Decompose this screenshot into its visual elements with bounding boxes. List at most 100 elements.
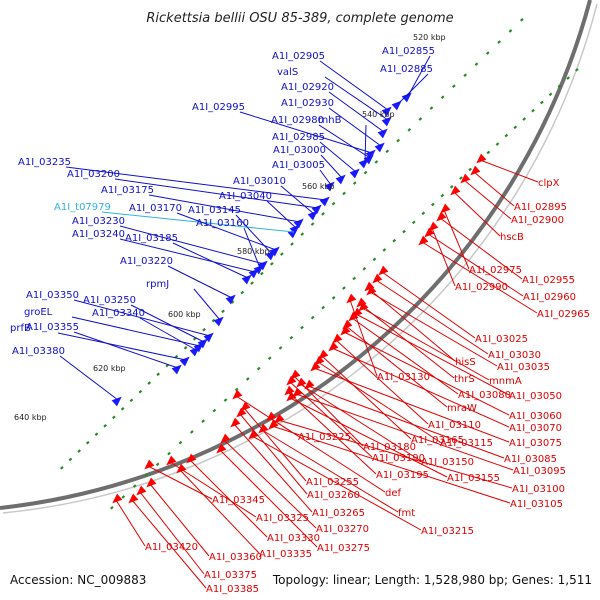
forward-gene-label[interactable]: A1I_02980 <box>271 115 324 126</box>
forward-gene-arrow[interactable] <box>289 222 303 235</box>
reverse-gene-arrow[interactable] <box>354 297 367 311</box>
reverse-gene-label[interactable]: A1I_02900 <box>511 215 564 226</box>
forward-gene-label[interactable]: rnhB <box>318 115 342 126</box>
reverse-gene-arrow[interactable] <box>134 485 147 499</box>
reverse-gene-arrow[interactable] <box>326 341 339 355</box>
forward-gene-arrow[interactable] <box>401 90 415 103</box>
reverse-gene-label[interactable]: A1I_03070 <box>509 423 562 434</box>
reverse-gene-label[interactable]: A1I_03130 <box>377 372 430 383</box>
reverse-gene-arrow[interactable] <box>448 185 461 199</box>
reverse-gene-label[interactable]: clpX <box>538 178 560 189</box>
reverse-gene-label[interactable]: A1I_02895 <box>514 202 567 213</box>
forward-gene-label[interactable]: A1I_03185 <box>125 233 178 244</box>
forward-gene-label[interactable]: A1I_03160 <box>196 218 249 229</box>
forward-gene-label[interactable]: A1I_02920 <box>281 82 334 93</box>
reverse-gene-arrow[interactable] <box>256 423 269 437</box>
reverse-gene-label[interactable]: A1I_03275 <box>317 543 370 554</box>
reverse-gene-arrow[interactable] <box>238 401 251 415</box>
forward-gene-label[interactable]: A1I_03220 <box>120 256 173 267</box>
reverse-gene-arrow[interactable] <box>228 417 241 431</box>
reverse-gene-label[interactable]: A1I_03025 <box>475 334 528 345</box>
reverse-gene-label[interactable]: A1I_03265 <box>312 508 365 519</box>
reverse-gene-label[interactable]: A1I_03100 <box>512 484 565 495</box>
forward-gene-arrow[interactable] <box>265 248 279 261</box>
reverse-gene-arrow[interactable] <box>246 429 259 443</box>
reverse-gene-label[interactable]: hscB <box>500 232 524 243</box>
reverse-gene-label[interactable]: A1I_03110 <box>428 420 481 431</box>
reverse-gene-arrow[interactable] <box>434 211 447 225</box>
reverse-gene-arrow[interactable] <box>426 221 439 235</box>
forward-gene-label[interactable]: A1I_03350 <box>26 290 79 301</box>
forward-gene-arrow[interactable] <box>349 166 363 179</box>
forward-gene-arrow[interactable] <box>171 362 185 375</box>
reverse-gene-arrow[interactable] <box>142 459 155 473</box>
reverse-gene-arrow[interactable] <box>302 379 315 393</box>
reverse-gene-label[interactable]: A1I_03260 <box>307 490 360 501</box>
reverse-gene-label[interactable]: A1I_03190 <box>372 453 425 464</box>
reverse-gene-arrow[interactable] <box>344 293 357 307</box>
reverse-gene-label[interactable]: A1I_03255 <box>306 477 359 488</box>
reverse-gene-arrow[interactable] <box>282 385 295 399</box>
reverse-gene-arrow[interactable] <box>218 433 231 447</box>
forward-gene-label[interactable]: A1I_03240 <box>72 229 125 240</box>
reverse-gene-arrow[interactable] <box>284 375 297 389</box>
reverse-gene-label[interactable]: A1I_03180 <box>363 442 416 453</box>
reverse-gene-label[interactable]: A1I_03375 <box>204 570 257 581</box>
reverse-gene-label[interactable]: thrS <box>454 374 475 385</box>
forward-gene-label[interactable]: A1I_02855 <box>382 46 435 57</box>
reverse-gene-label[interactable]: A1I_03105 <box>510 499 563 510</box>
forward-gene-arrow[interactable] <box>374 140 388 153</box>
forward-gene-arrow[interactable] <box>203 330 217 343</box>
reverse-gene-label[interactable]: A1I_03335 <box>259 549 312 560</box>
forward-gene-label[interactable]: A1I_02995 <box>192 102 245 113</box>
reverse-gene-label[interactable]: A1I_03095 <box>513 466 566 477</box>
reverse-gene-label[interactable]: def <box>385 488 402 499</box>
reverse-gene-label[interactable]: A1I_03085 <box>504 454 557 465</box>
forward-gene-label[interactable]: A1I_03380 <box>12 346 65 357</box>
reverse-gene-arrow[interactable] <box>288 369 301 383</box>
forward-gene-arrow[interactable] <box>365 147 379 160</box>
reverse-gene-label[interactable]: A1I_02955 <box>522 275 575 286</box>
reverse-gene-arrow[interactable] <box>294 377 307 391</box>
reverse-gene-arrow[interactable] <box>438 203 451 217</box>
forward-gene-arrow[interactable] <box>307 208 321 221</box>
reverse-gene-label[interactable]: A1I_02960 <box>523 292 576 303</box>
reverse-gene-arrow[interactable] <box>376 265 389 279</box>
reverse-gene-arrow[interactable] <box>110 493 123 507</box>
reverse-gene-label[interactable]: mnmA <box>489 376 522 387</box>
reverse-gene-label[interactable]: A1I_03150 <box>421 457 474 468</box>
reverse-gene-label[interactable]: A1I_03270 <box>316 524 369 535</box>
forward-gene-label[interactable]: A1I_03235 <box>18 157 71 168</box>
forward-gene-label[interactable]: A1I_03200 <box>67 169 120 180</box>
forward-gene-label[interactable]: A1I_03340 <box>92 308 145 319</box>
forward-gene-arrow[interactable] <box>225 292 239 305</box>
forward-gene-arrow[interactable] <box>213 314 227 327</box>
reverse-gene-label[interactable]: A1I_03420 <box>145 542 198 553</box>
forward-gene-label[interactable]: groEL <box>24 307 53 318</box>
reverse-gene-arrow[interactable] <box>266 419 279 433</box>
reverse-gene-label[interactable]: A1I_03035 <box>497 362 550 373</box>
forward-gene-label[interactable]: A1I_03010 <box>233 176 286 187</box>
forward-gene-arrow[interactable] <box>377 126 391 139</box>
reverse-gene-arrow[interactable] <box>144 477 157 491</box>
reverse-gene-label[interactable]: A1I_03215 <box>421 526 474 537</box>
reverse-gene-label[interactable]: A1I_03060 <box>509 411 562 422</box>
reverse-gene-arrow[interactable] <box>370 273 383 287</box>
forward-gene-label[interactable]: prfB <box>10 323 31 334</box>
reverse-gene-label[interactable]: A1I_03115 <box>440 438 493 449</box>
reverse-gene-arrow[interactable] <box>330 333 343 347</box>
reverse-gene-arrow[interactable] <box>422 227 435 241</box>
reverse-gene-arrow[interactable] <box>362 281 375 295</box>
reverse-gene-label[interactable]: A1I_02975 <box>469 265 522 276</box>
reverse-gene-label[interactable]: A1I_03080 <box>458 390 511 401</box>
reverse-gene-label[interactable]: fmt <box>398 508 415 519</box>
forward-gene-label[interactable]: A1I_03230 <box>72 216 125 227</box>
forward-gene-arrow[interactable] <box>358 156 372 169</box>
forward-gene-arrow[interactable] <box>311 202 325 215</box>
reverse-gene-label[interactable]: A1I_03165 <box>411 435 464 446</box>
reverse-gene-label[interactable]: A1I_03360 <box>209 552 262 563</box>
forward-gene-arrow[interactable] <box>324 179 338 192</box>
reverse-gene-label[interactable]: A1I_03325 <box>256 513 309 524</box>
forward-gene-arrow[interactable] <box>111 394 125 407</box>
reverse-gene-arrow[interactable] <box>338 325 351 339</box>
